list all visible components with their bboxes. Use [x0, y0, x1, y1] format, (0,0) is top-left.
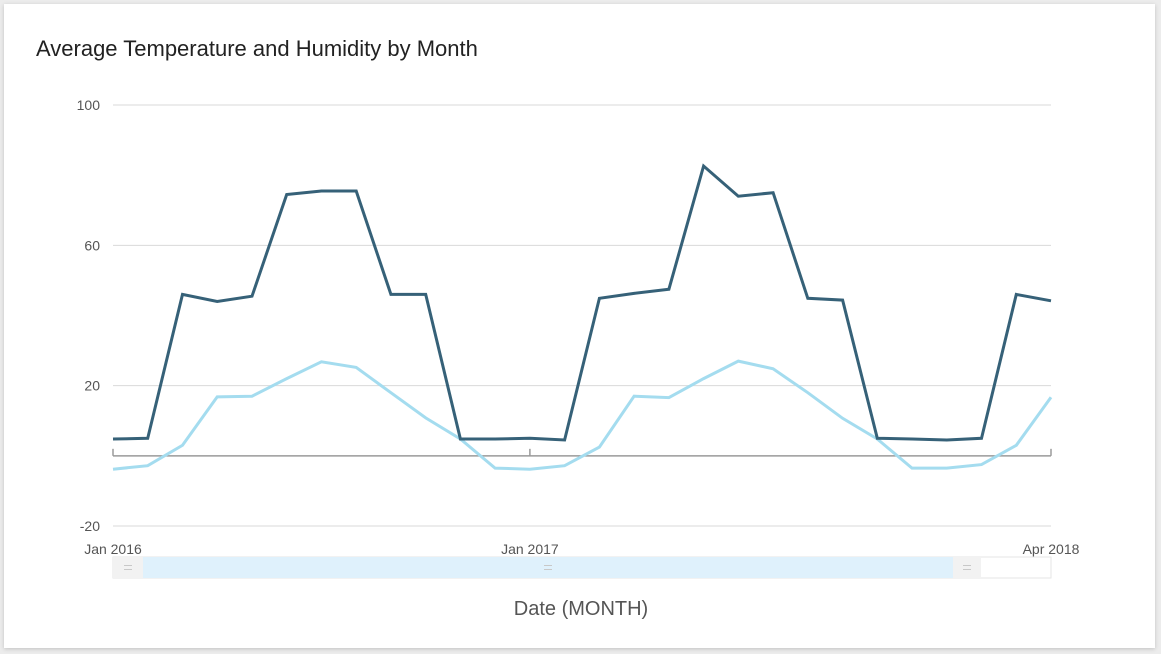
series-line: [112, 359, 1053, 471]
x-tick-label: Jan 2016: [84, 541, 142, 557]
y-tick-label: -20: [80, 518, 100, 534]
series-layer: [112, 163, 1053, 471]
x-axis-title: Date (MONTH): [514, 598, 648, 620]
chart-card: Average Temperature and Humidity by Mont…: [4, 4, 1155, 648]
grid-layer: [113, 104, 1051, 527]
range-window[interactable]: [143, 557, 953, 578]
y-tick-label: 100: [77, 97, 101, 113]
chart-title: Average Temperature and Humidity by Mont…: [36, 36, 478, 61]
y-tick-label: 60: [84, 237, 100, 253]
range-handle-left[interactable]: [113, 557, 143, 578]
y-tick-label: 20: [84, 378, 100, 394]
x-tick-labels: Jan 2016 Jan 2017 Apr 2018: [84, 541, 1079, 557]
range-handle-right[interactable]: [953, 557, 981, 578]
range-selector[interactable]: [112, 556, 1052, 579]
x-tick-label: Jan 2017: [501, 541, 559, 557]
series-line: [112, 163, 1052, 442]
y-axis: 100 60 20 -20: [77, 97, 101, 534]
x-tick-label: Apr 2018: [1023, 541, 1080, 557]
